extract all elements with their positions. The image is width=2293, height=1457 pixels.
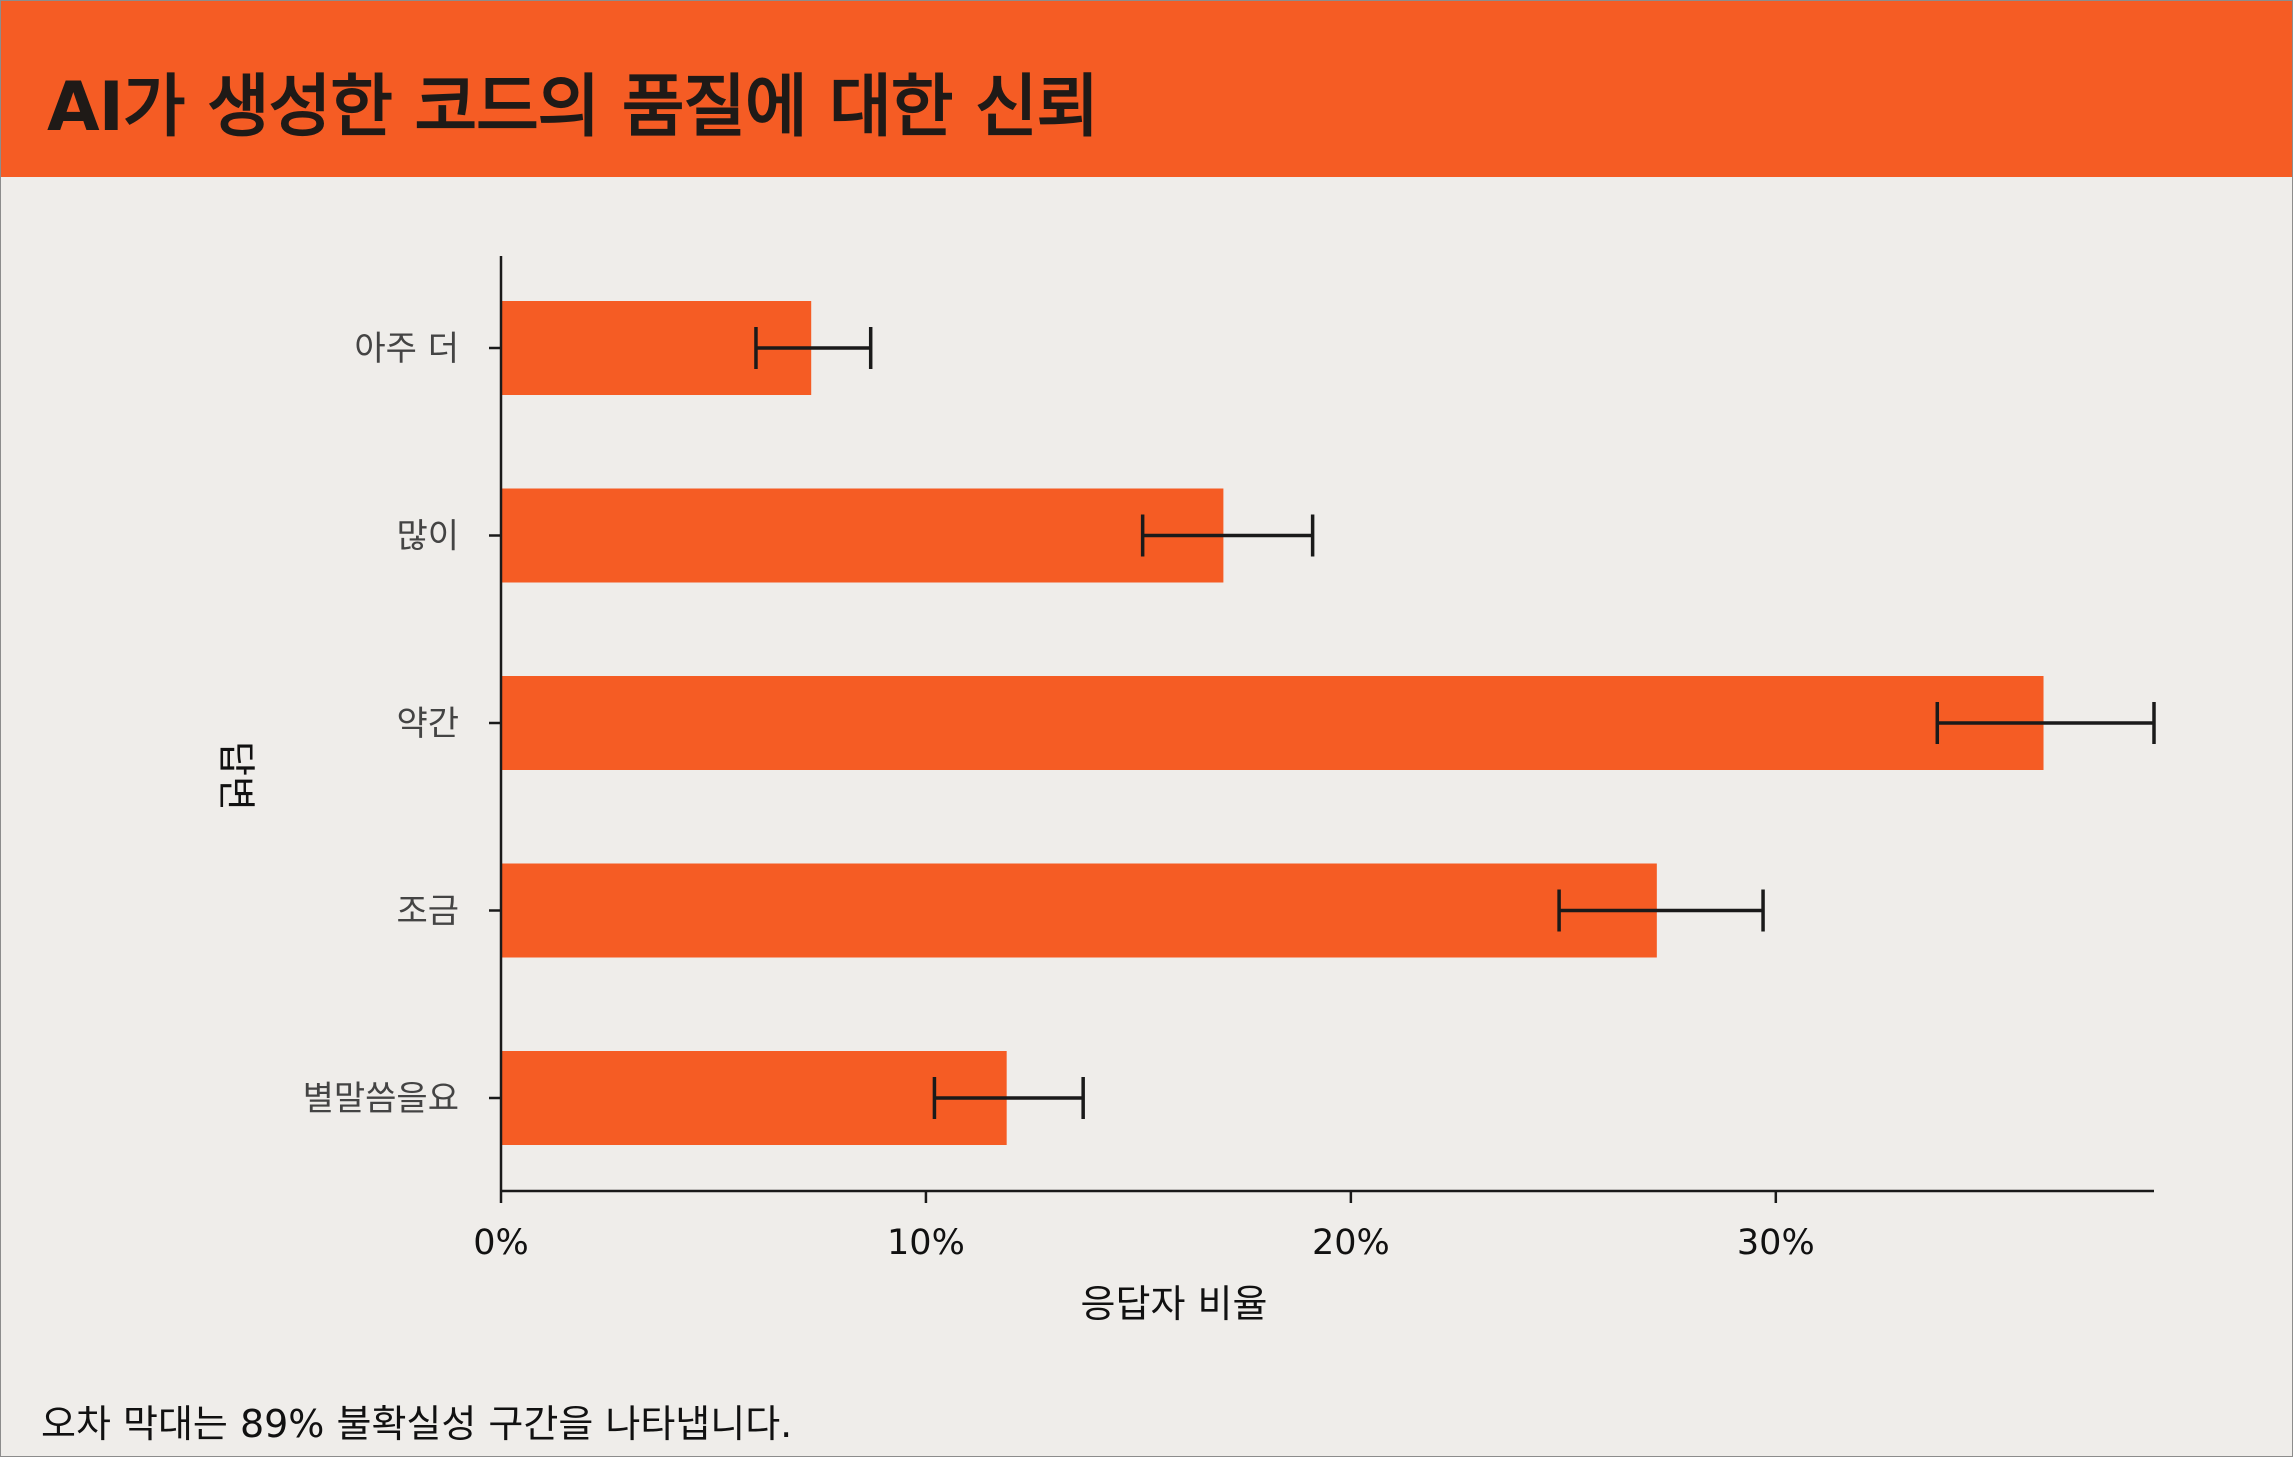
bar-4: [501, 863, 1657, 958]
bar-2: [501, 488, 1224, 583]
y-tick-label: 별말씀을요: [303, 1079, 459, 1119]
y-tick-label: 아주 더: [354, 329, 459, 369]
bar-3: [501, 676, 2044, 770]
footnote: 오차 막대는 89% 불확실성 구간을 나타냅니다.: [41, 1402, 793, 1446]
x-axis-label: 응답자 비율: [1081, 1282, 1268, 1326]
chart-title: AI가 생성한 코드의 품질에 대한 신뢰: [47, 68, 1099, 147]
bar-5: [501, 1051, 1007, 1145]
title-band: AI가 생성한 코드의 품질에 대한 신뢰: [1, 1, 2292, 177]
x-tick-label: 20%: [1312, 1223, 1390, 1263]
y-axis-label: 답변: [214, 741, 258, 811]
y-tick-label: 조금: [396, 892, 459, 932]
y-tick-label: 약간: [396, 704, 459, 744]
x-tick-label: 30%: [1737, 1223, 1815, 1263]
x-tick-label: 0%: [473, 1223, 529, 1263]
y-tick-label: 많이: [396, 517, 459, 557]
x-tick-label: 10%: [887, 1223, 965, 1263]
